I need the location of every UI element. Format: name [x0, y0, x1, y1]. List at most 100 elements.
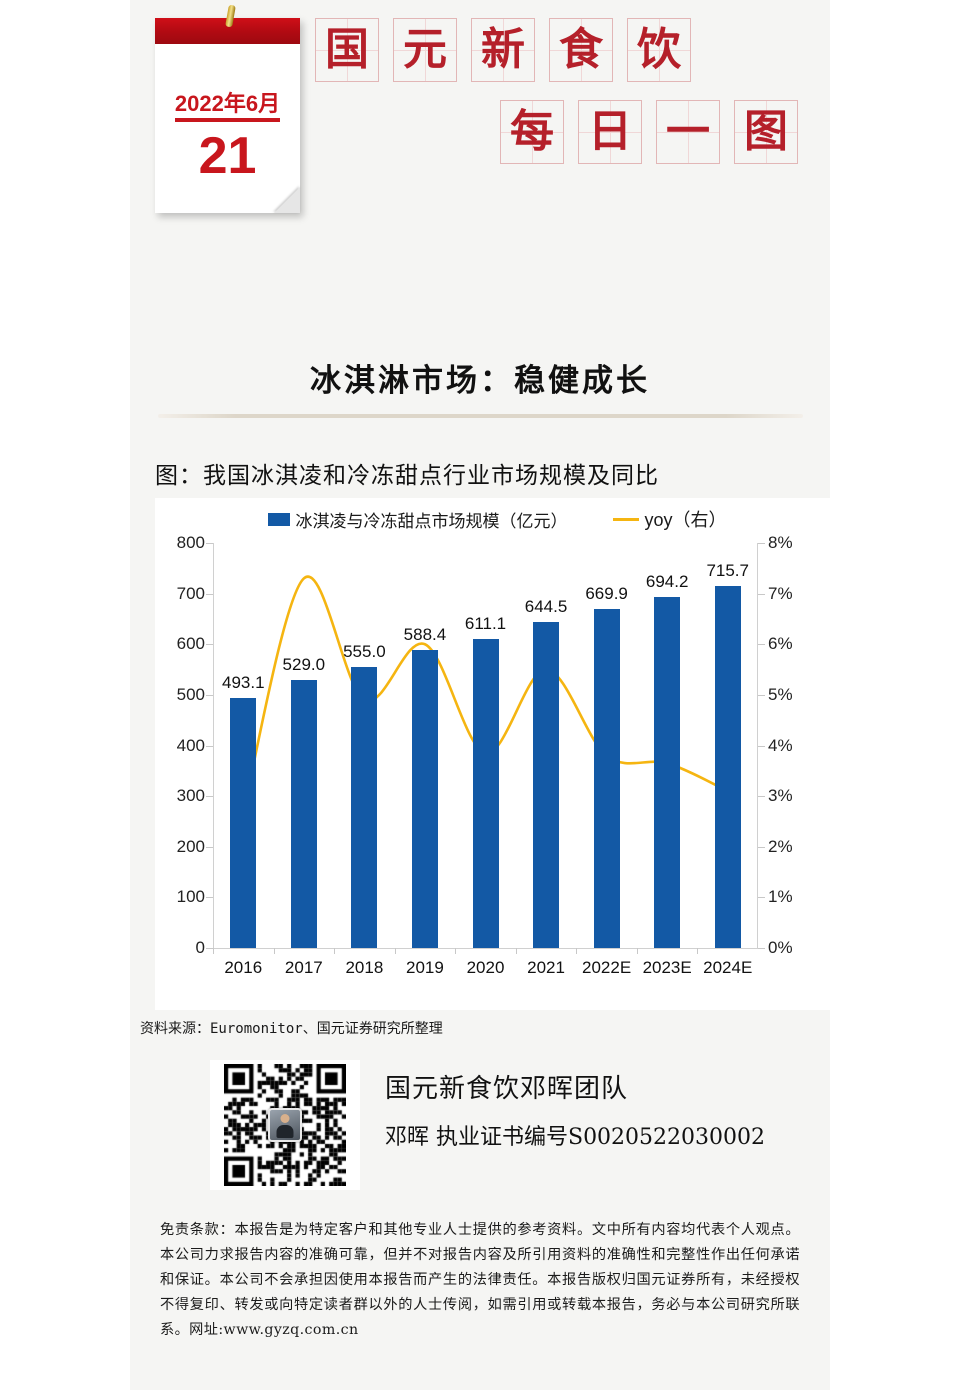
- y2-axis-tick-label: 4%: [768, 735, 793, 755]
- brand-char: 国: [325, 24, 369, 75]
- calendar-day-label: 21: [198, 127, 257, 185]
- x-axis-tick-label: 2023E: [642, 958, 692, 977]
- yoy-line-path: [242, 575, 729, 812]
- brand-char: 每: [510, 106, 554, 157]
- chart-bar: [533, 621, 560, 948]
- chart-bar: [654, 596, 681, 948]
- y2-axis-tick: [758, 593, 765, 595]
- x-axis-tick: [273, 948, 275, 954]
- brand-char: 一: [666, 106, 710, 157]
- y-axis-tick-label: 700: [176, 583, 205, 603]
- x-axis-tick-label: 2019: [406, 958, 444, 977]
- y-axis-tick-label: 500: [176, 684, 205, 704]
- brand-char-box: 每: [500, 100, 564, 164]
- qr-code-container[interactable]: [210, 1060, 360, 1190]
- brand-char-box: 图: [734, 100, 798, 164]
- qr-code[interactable]: [224, 1064, 346, 1186]
- chart-bar: [290, 680, 317, 948]
- y2-axis-tick: [758, 897, 765, 899]
- brand-char-box: 食: [549, 18, 613, 82]
- brand-char: 图: [744, 106, 788, 157]
- x-axis-tick-label: 2022E: [582, 958, 632, 977]
- y-axis-tick-label: 100: [176, 887, 205, 907]
- chart-bar: [472, 638, 499, 948]
- brand-char-box: 饮: [627, 18, 691, 82]
- bar-value-label: 493.1: [221, 673, 265, 693]
- chart-card: 冰淇凌与冷冻甜点市场规模（亿元） yoy（右） 0 100 200 300 400 500…: [155, 498, 840, 1010]
- y2-axis-tick-label: 5%: [768, 684, 793, 704]
- chart-plot-area: 0 100 200 300 400 500 600 700 800 0% 1% 2% 3% 4% 5% 6% 7…: [177, 533, 793, 977]
- brand-char: 食: [559, 24, 603, 75]
- y2-axis-tick-label: 0%: [768, 938, 793, 957]
- y-axis-left: [213, 543, 214, 948]
- y-axis-tick: [206, 593, 213, 595]
- chart-caption: 图：我国冰淇凌和冷冻甜点行业市场规模及同比: [155, 463, 659, 489]
- chart-bar: [593, 608, 620, 948]
- bar-value-label: 588.4: [403, 625, 447, 645]
- poster-header: 2022年6月 21 国 元 新 食 饮 每 日 一 图: [130, 0, 830, 250]
- chart-bar: [351, 667, 378, 948]
- x-axis-tick: [515, 948, 517, 954]
- calendar-graphic: 2022年6月 21: [155, 4, 300, 213]
- chart-bar: [230, 698, 257, 948]
- bar-value-label: 529.0: [282, 655, 326, 675]
- page-title: 冰淇淋市场：稳健成长: [310, 363, 650, 399]
- y2-axis-tick-label: 2%: [768, 836, 793, 856]
- x-axis-tick-label: 2021: [527, 958, 565, 977]
- y-axis-tick-label: 0: [195, 938, 205, 957]
- y2-axis-tick-label: 3%: [768, 786, 793, 806]
- chart-bar: [411, 650, 438, 948]
- page-curl-icon: [274, 187, 300, 213]
- y2-axis-tick: [758, 644, 765, 646]
- legend-item-bar: 冰淇凌与冷冻甜点市场规模（亿元）: [268, 507, 567, 532]
- brand-char: 日: [588, 106, 632, 157]
- y-axis-tick: [206, 897, 213, 899]
- y2-axis-tick-label: 7%: [768, 583, 793, 603]
- disclaimer-text: 免责条款：本报告是为特定客户和其他专业人士提供的参考资料。文中所有内容均代表个人…: [160, 1222, 800, 1338]
- brand-char: 新: [481, 24, 525, 75]
- y-axis-tick: [206, 644, 213, 646]
- team-info: 国元新食饮邓晖团队 邓晖 执业证书编号S0020522030002: [385, 1068, 765, 1151]
- x-axis-tick-label: 2020: [466, 958, 505, 977]
- y-axis-tick: [206, 796, 213, 798]
- bar-value-label: 669.9: [585, 583, 628, 603]
- poster-page: 2022年6月 21 国 元 新 食 饮 每 日 一 图 冰淇淋市场：稳健成长: [130, 0, 840, 1390]
- avatar: [268, 1108, 302, 1142]
- legend-line-icon: [613, 517, 640, 521]
- brand-char-box: 国: [315, 18, 379, 82]
- y2-axis-tick: [758, 745, 765, 747]
- x-axis-tick: [697, 948, 699, 954]
- team-name: 国元新食饮邓晖团队: [385, 1074, 629, 1104]
- x-axis-tick: [455, 948, 457, 954]
- title-divider: [157, 414, 803, 418]
- bar-value-label: 694.2: [645, 571, 689, 591]
- bar-value-label: 611.1: [464, 613, 507, 633]
- bar-value-label: 555.0: [343, 642, 386, 662]
- y-axis-tick-label: 200: [176, 836, 205, 856]
- brand-line-2: 每 日 一 图: [315, 100, 815, 164]
- brand-char: 饮: [637, 24, 681, 75]
- legend-item-line: yoy（右）: [613, 506, 727, 532]
- chart-source-note: 资料来源：Euromonitor、国元证券研究所整理: [140, 1021, 443, 1037]
- chart-bar: [714, 585, 741, 948]
- x-axis-tick-label: 2017: [284, 958, 323, 977]
- x-axis-tick-label: 2018: [345, 958, 384, 977]
- legend-label-bar: 冰淇凌与冷冻甜点市场规模（亿元）: [295, 511, 568, 532]
- brand-characters: 国 元 新 食 饮 每 日 一 图: [315, 18, 815, 218]
- y2-axis-tick: [758, 846, 765, 848]
- brand-char-box: 日: [578, 100, 642, 164]
- x-axis: [213, 948, 758, 949]
- y-axis-tick: [206, 948, 213, 949]
- y2-axis-tick: [758, 694, 765, 696]
- legend-label-line: yoy（右）: [644, 510, 727, 530]
- y-axis-tick-label: 800: [176, 533, 205, 552]
- x-axis-tick: [334, 948, 336, 954]
- y2-axis-tick: [758, 948, 765, 949]
- bar-value-label: 715.7: [706, 560, 749, 580]
- x-axis-tick: [636, 948, 638, 954]
- calendar-month-label: 2022年6月: [174, 91, 281, 116]
- y-axis-tick-label: 400: [176, 735, 205, 755]
- x-axis-tick: [394, 948, 396, 954]
- chart-legend: 冰淇凌与冷冻甜点市场规模（亿元） yoy（右）: [155, 506, 840, 532]
- y-axis-tick-label: 300: [176, 786, 205, 806]
